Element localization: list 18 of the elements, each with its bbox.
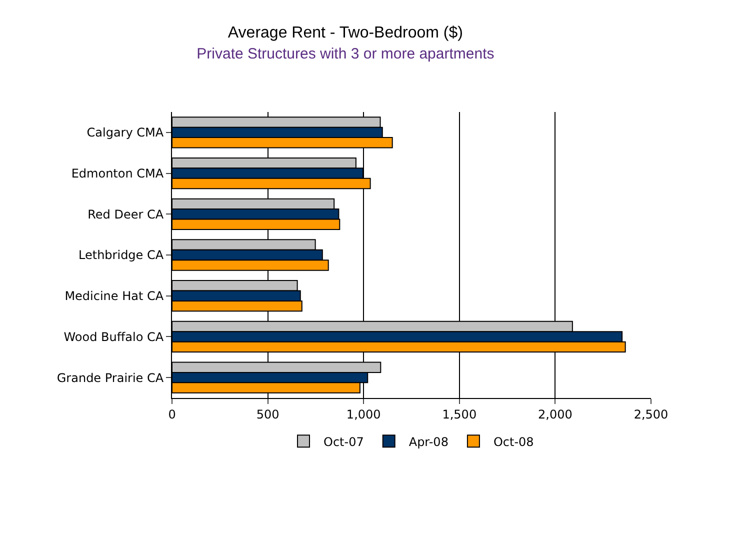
y-tick-label: Lethbridge CA [78, 248, 164, 262]
x-tick-label: 1,500 [442, 407, 477, 422]
x-tick-label: 0 [168, 407, 176, 422]
x-tick-label: 2,000 [538, 407, 572, 422]
y-tick-label: Wood Buffalo CA [64, 330, 164, 344]
legend-label: Oct-07 [324, 434, 364, 449]
chart-title: Average Rent - Two-Bedroom ($) [228, 24, 463, 42]
legend-label: Oct-08 [493, 434, 534, 449]
y-tick-label: Red Deer CA [88, 207, 164, 222]
x-tick-label: 1,000 [346, 407, 381, 422]
y-tick-label: Grande Prairie CA [56, 370, 164, 385]
chart-subtitle: Private Structures with 3 or more apartments [196, 45, 494, 62]
x-tick-label: 500 [256, 407, 280, 422]
y-tick-label: Medicine Hat CA [64, 289, 164, 304]
y-tick-label: Calgary CMA [86, 126, 164, 140]
legend-label: Apr-08 [408, 434, 448, 449]
y-tick-label: Edmonton CMA [71, 166, 164, 180]
x-tick-label: 2,500 [634, 407, 668, 422]
